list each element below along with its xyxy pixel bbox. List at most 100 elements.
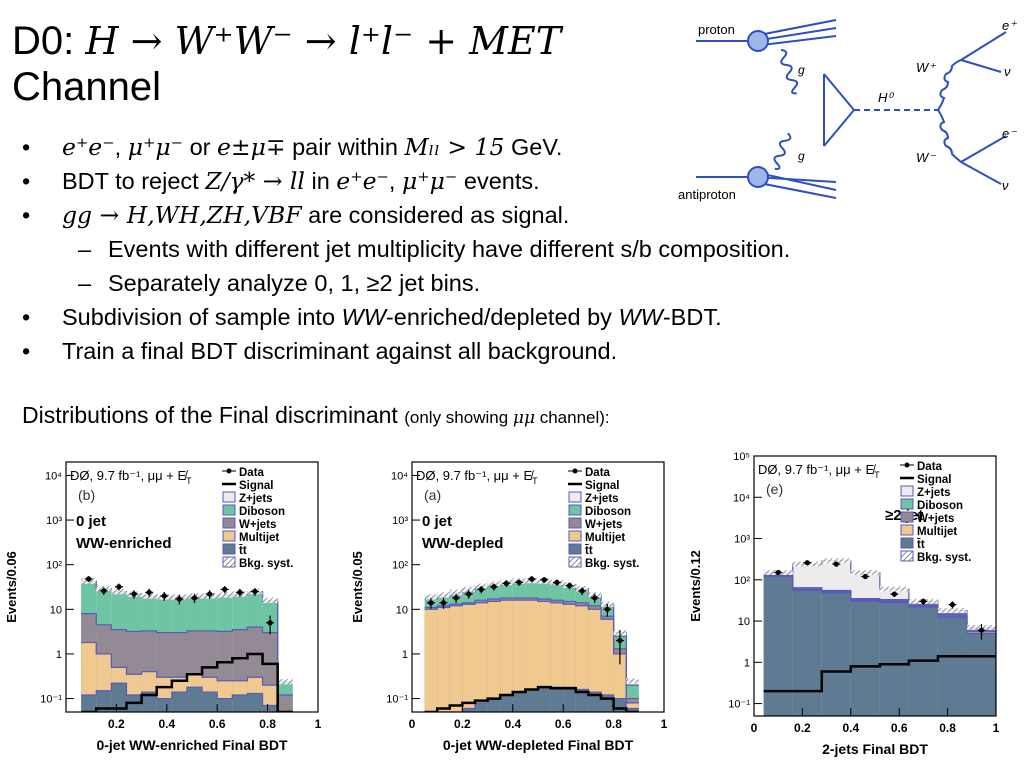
xtick-label: 0.6 <box>555 717 572 731</box>
legend-label: Diboson <box>917 500 963 512</box>
plot-frame <box>65 461 319 713</box>
legend-label: Z+jets <box>585 493 619 505</box>
ytick-label: 10² <box>734 575 750 587</box>
legend-swatch <box>900 498 914 510</box>
legend-label: t̄t <box>239 545 247 557</box>
syst-band <box>424 594 438 600</box>
xtick-label: 0.6 <box>209 717 226 731</box>
ytick-label: 10⁴ <box>391 470 408 482</box>
data-point <box>428 600 434 606</box>
data-point <box>491 584 497 590</box>
xtick-label: 0.4 <box>158 717 175 731</box>
data-point <box>529 576 535 582</box>
legend-swatch <box>222 504 236 516</box>
legend-label: Data <box>239 467 265 479</box>
bar-multijet <box>475 602 488 712</box>
legend-label: Multijet <box>239 532 279 544</box>
bar-ttbar <box>937 617 967 716</box>
legend-swatch <box>222 517 236 529</box>
bar-ttbar <box>575 689 589 712</box>
legend-swatch <box>222 491 236 503</box>
ytick-label: 10³ <box>392 515 408 527</box>
legend-data-marker <box>226 468 232 474</box>
subbullet-1: – Events with different jet multiplicity… <box>22 232 1022 266</box>
experiment-label: DØ, 9.7 fb⁻¹, μμ + E̸T <box>758 462 880 480</box>
data-point <box>101 588 107 594</box>
math-ee: e⁺e⁻ <box>62 133 115 161</box>
ytick-label: 10 <box>396 604 408 616</box>
syst-band <box>449 589 463 596</box>
ytick-label: 10⁴ <box>733 492 750 504</box>
data-point <box>237 589 243 595</box>
experiment-label: DØ, 9.7 fb⁻¹, μμ + E̸T <box>70 468 192 486</box>
bar-multijet <box>512 600 526 712</box>
bar-ttbar <box>821 592 851 716</box>
bar-ttbar <box>217 698 233 712</box>
bar-multijet <box>487 601 501 712</box>
legend-label: Multijet <box>917 526 957 538</box>
panel-tag: (e) <box>766 481 783 497</box>
data-point <box>891 591 897 597</box>
y-axis-label: Events/0.12 <box>688 550 703 622</box>
legend-label: t̄t <box>917 539 925 551</box>
y-axis-label: Events/0.06 <box>4 551 19 623</box>
panel-tag: (a) <box>424 487 441 503</box>
bar-multijet <box>563 604 576 712</box>
bullet-5: • Train a final BDT discriminant against… <box>22 334 1022 368</box>
bar-multijet <box>462 604 475 712</box>
bullet-dot: • <box>22 304 31 330</box>
syst-band <box>850 570 880 576</box>
ytick-label: 10² <box>392 560 408 572</box>
bullet-list: • e⁺e⁻, μ⁺μ⁻ or e±μ∓ pair within Mₗₗ > 1… <box>22 130 1022 368</box>
bullet-2: • BDT to reject Z/γ* → ll in e⁺e⁻, μ⁺μ⁻ … <box>22 164 1022 198</box>
annotation-line1: 0 jet <box>422 513 452 530</box>
xtick-label: 0.4 <box>842 721 859 735</box>
bar-ttbar <box>81 695 97 712</box>
bar-ttbar <box>550 687 564 712</box>
syst-band <box>626 678 639 684</box>
bar-ttbar <box>171 692 187 712</box>
bar-multijet <box>525 600 538 712</box>
bar-ttbar <box>247 693 263 712</box>
xtick-label: 0.8 <box>259 717 276 731</box>
legend-swatch <box>568 543 582 555</box>
data-point <box>592 595 598 601</box>
ytick-label: 1 <box>744 657 750 669</box>
legend-label: W+jets <box>917 513 954 525</box>
xtick-label: 0.4 <box>504 717 521 731</box>
data-point <box>86 576 92 582</box>
bar-multijet <box>613 653 627 712</box>
outline-ttbar <box>763 575 996 635</box>
data-point <box>146 589 152 595</box>
data-point <box>920 598 926 604</box>
bar-multijet <box>550 602 564 712</box>
ytick-label: 10 <box>50 604 62 616</box>
xtick-label: 0 <box>751 721 758 735</box>
math-zgamma: Z/γ* → ll <box>205 167 305 195</box>
xtick-label: 0.2 <box>108 717 125 731</box>
subbullet-text: Events with different jet multiplicity h… <box>108 236 791 262</box>
dash: – <box>78 236 92 262</box>
syst-band <box>879 586 909 592</box>
data-point <box>541 577 547 583</box>
data-point <box>833 561 839 567</box>
xtick-label: 0.8 <box>939 721 956 735</box>
label-proton: proton <box>698 22 735 37</box>
data-point <box>604 606 610 612</box>
label-wminus: W⁻ <box>916 150 936 165</box>
ytick-label: 10⁻¹ <box>386 694 408 706</box>
bar-ttbar <box>232 695 248 712</box>
bullet-dot: • <box>22 202 31 228</box>
bar-multijet <box>575 605 589 712</box>
data-point <box>579 588 585 594</box>
syst-band <box>821 558 851 564</box>
bar-ttbar <box>512 692 526 712</box>
legend-label: W+jets <box>585 519 622 531</box>
data-point <box>862 573 868 580</box>
data-point <box>478 586 484 592</box>
bar-ttbar <box>966 633 996 716</box>
bar-multijet <box>500 600 513 712</box>
legend-label: Diboson <box>239 506 285 518</box>
legend-label: Z+jets <box>917 487 951 499</box>
title-line2: Channel <box>12 65 162 109</box>
